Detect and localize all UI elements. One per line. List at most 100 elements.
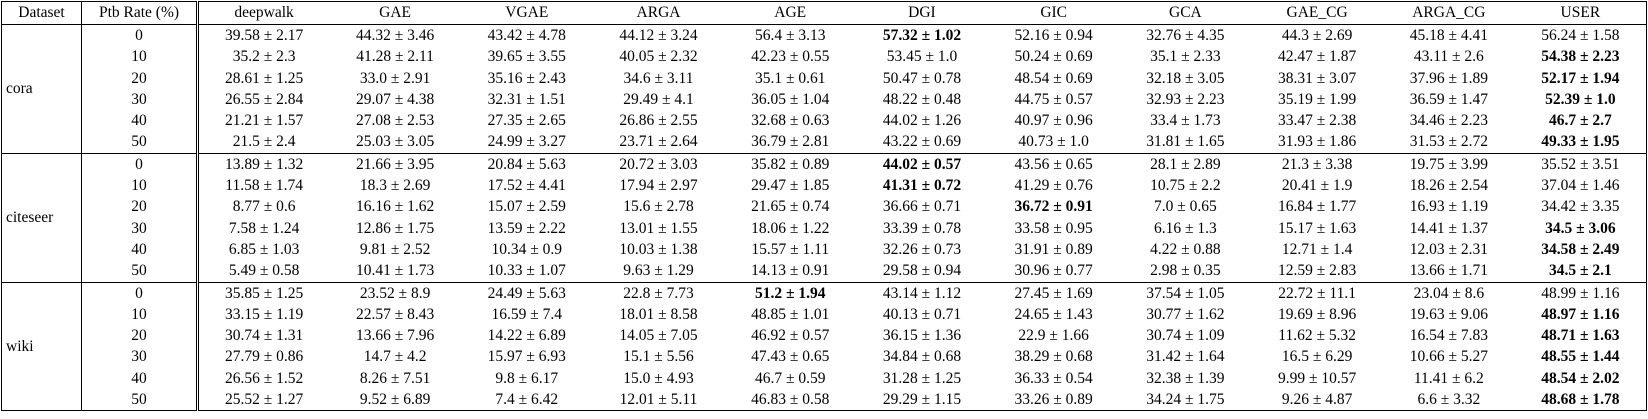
cell: 10.66 ± 5.27 — [1409, 348, 1488, 366]
cell: 24.49 ± 5.63 — [460, 281, 593, 304]
cell: 46.7 ± 0.59 — [754, 369, 826, 387]
table-row: cora 0 39.58 ± 2.17 44.32 ± 3.46 43.42 ± 4.7… — [1, 24, 1647, 154]
cell: 33.4 ± 1.73 — [1150, 112, 1221, 130]
cell: 22.72 ± 11.1 — [1251, 281, 1383, 304]
cell: 34.84 ± 0.68 — [882, 348, 962, 366]
cell: 22.8 ± 7.73 — [592, 281, 725, 304]
ptb-rate: 0 — [81, 24, 199, 47]
cell: 21.5 ± 2.4 — [197, 131, 330, 154]
cell: 27.79 ± 0.86 — [224, 348, 304, 366]
cell: 20.84 ± 5.63 — [460, 152, 593, 176]
cell: 32.93 ± 2.23 — [1146, 90, 1225, 108]
cell: 20.72 ± 3.03 — [592, 152, 725, 176]
cell: 44.12 ± 3.24 — [592, 24, 725, 47]
cell: 18.01 ± 8.58 — [619, 305, 698, 323]
ptb-rate: 40 — [81, 367, 199, 390]
cell: 14.05 ± 7.05 — [619, 327, 698, 345]
cell: 19.63 ± 9.06 — [1409, 305, 1488, 323]
cell: 39.65 ± 3.55 — [487, 48, 566, 66]
cell: 44.02 ± 0.57 — [856, 152, 988, 176]
cell: 51.2 ± 1.94 — [724, 281, 857, 304]
cell: 12.01 ± 5.11 — [592, 389, 725, 412]
table-row: 20 8.77 ± 0.6 16.16 ± 1.62 15.07 ± 2.59 15.6… — [2, 196, 1647, 218]
cell: 16.84 ± 1.77 — [1277, 198, 1357, 216]
cell: 48.97 ± 1.16 — [1514, 303, 1647, 326]
cell: 28.61 ± 1.25 — [224, 69, 304, 87]
table-row: 30 27.79 ± 0.86 14.7 ± 4.2 15.97 ± 6.93 15.1… — [2, 346, 1647, 368]
cell: 35.19 ± 1.99 — [1277, 90, 1357, 108]
cell: 27.35 ± 2.65 — [487, 112, 566, 130]
cell: 35.1 ± 2.33 — [1150, 48, 1221, 66]
ptb-rate: 40 — [81, 238, 199, 261]
cell: 27.08 ± 2.53 — [355, 112, 435, 130]
column-header: GIC — [987, 1, 1120, 25]
column-header: VGAE — [460, 1, 593, 25]
cell: 15.57 ± 1.11 — [751, 240, 830, 258]
column-header: AGE — [724, 1, 857, 25]
cell: 11.58 ± 1.74 — [225, 177, 303, 195]
cell: 48.55 ± 1.44 — [1514, 346, 1647, 368]
cell: 18.26 ± 2.54 — [1409, 177, 1488, 195]
cell: 24.65 ± 1.43 — [1014, 305, 1093, 323]
cell: 6.16 ± 1.3 — [1154, 219, 1217, 237]
ptb-rate: 50 — [81, 389, 199, 412]
cell: 30.74 ± 1.09 — [1146, 327, 1225, 345]
cell: 43.22 ± 0.69 — [856, 131, 988, 154]
best-value: 46.7 ± 2.7 — [1548, 112, 1612, 130]
cell: 5.49 ± 0.58 — [197, 260, 330, 283]
cell: 40.73 ± 1.0 — [987, 131, 1120, 154]
cell: 54.38 ± 2.23 — [1514, 46, 1647, 68]
cell: 48.71 ± 1.63 — [1514, 325, 1647, 347]
cell: 33.0 ± 2.91 — [359, 69, 431, 87]
cell: 10.41 ± 1.73 — [329, 260, 461, 283]
cell: 31.53 ± 2.72 — [1382, 131, 1515, 154]
cell: 36.33 ± 0.54 — [1014, 369, 1093, 387]
cell: 31.81 ± 1.65 — [1119, 131, 1252, 154]
cell: 20.41 ± 1.9 — [1281, 177, 1353, 195]
cell: 33.15 ± 1.19 — [224, 305, 304, 323]
cell: 10.03 ± 1.38 — [619, 240, 698, 258]
cell: 56.24 ± 1.58 — [1514, 24, 1647, 47]
cell: 36.79 ± 2.81 — [724, 131, 857, 154]
cell: 50.47 ± 0.78 — [882, 69, 962, 87]
cell: 38.29 ± 0.68 — [1014, 348, 1093, 366]
cell: 33.47 ± 2.38 — [1277, 112, 1357, 130]
cell: 31.91 ± 0.89 — [1014, 240, 1093, 258]
cell: 11.41 ± 6.2 — [1413, 369, 1484, 387]
cell: 22.9 ± 1.66 — [1018, 327, 1089, 345]
cell: 13.59 ± 2.22 — [487, 219, 566, 237]
cell: 34.5 ± 2.1 — [1514, 260, 1647, 283]
cell: 21.66 ± 3.95 — [329, 152, 461, 176]
cell: 35.52 ± 3.51 — [1514, 152, 1647, 176]
column-header: DGI — [856, 1, 988, 25]
cell: 10.34 ± 0.9 — [491, 240, 563, 258]
cell: 15.6 ± 2.78 — [623, 198, 694, 216]
table-row: 40 26.56 ± 1.52 8.26 ± 7.51 9.8 ± 6.17 15.0 … — [2, 367, 1647, 390]
cell: 13.01 ± 1.55 — [619, 219, 698, 237]
cell: 9.81 ± 2.52 — [359, 240, 431, 258]
cell: 34.46 ± 2.23 — [1409, 112, 1488, 130]
cell: 48.68 ± 1.78 — [1514, 389, 1647, 412]
ptb-rate: 30 — [81, 88, 199, 111]
cell: 40.05 ± 2.32 — [619, 48, 698, 66]
cell: 35.82 ± 0.89 — [724, 152, 857, 176]
ptb-rate: 0 — [81, 152, 199, 176]
table-row: 10 33.15 ± 1.19 22.57 ± 8.43 16.59 ± 7.4 18.… — [2, 303, 1647, 326]
cell: 43.11 ± 2.6 — [1413, 48, 1484, 66]
cell: 48.54 ± 0.69 — [1014, 69, 1093, 87]
cell: 9.63 ± 1.29 — [592, 260, 725, 283]
ptb-rate: 50 — [81, 260, 199, 283]
cell: 16.59 ± 7.4 — [491, 305, 563, 323]
cell: 13.89 ± 1.32 — [197, 152, 330, 176]
cell: 16.16 ± 1.62 — [355, 198, 435, 216]
column-header: Dataset — [1, 1, 82, 25]
cell: 44.3 ± 2.69 — [1251, 24, 1383, 47]
cell: 15.17 ± 1.63 — [1277, 219, 1357, 237]
cell: 42.47 ± 1.87 — [1277, 48, 1357, 66]
cell: 12.71 ± 1.4 — [1281, 240, 1353, 258]
cell: 25.52 ± 1.27 — [197, 389, 330, 412]
cell: 8.77 ± 0.6 — [232, 198, 296, 216]
cell: 36.66 ± 0.71 — [882, 198, 962, 216]
dataset-name: citeseer — [1, 152, 82, 283]
cell: 15.0 ± 4.93 — [623, 369, 694, 387]
